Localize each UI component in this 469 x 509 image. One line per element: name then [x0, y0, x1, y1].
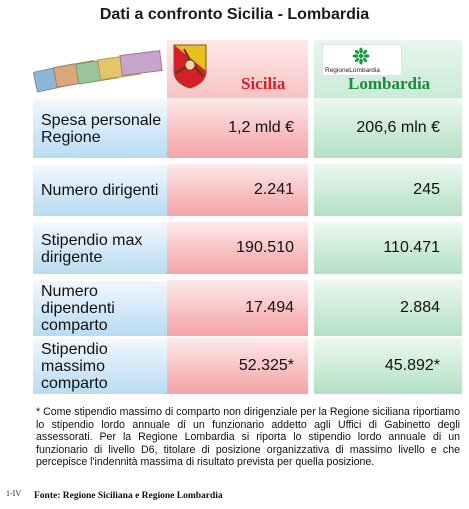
- page-title: Dati a confronto Sicilia - Lombardia: [99, 6, 370, 23]
- row-label: Stipendio massimo comparto: [33, 338, 167, 394]
- sicilia-value: 1,2 mld €: [167, 98, 308, 158]
- row-label: Numero dipendenti comparto: [33, 280, 167, 336]
- row-label: Numero dirigenti: [33, 164, 167, 216]
- lombardia-value: 206,6 mln €: [314, 98, 462, 158]
- lombardia-value: 245: [314, 164, 462, 216]
- sicilia-value: 17.494: [167, 280, 308, 336]
- lombardia-logo-text: RegioneLombardia: [325, 67, 380, 74]
- euro-banknotes-image: [33, 50, 163, 93]
- lombardia-column-label: Lombardia: [348, 74, 431, 93]
- footnote: * Come stipendio massimo di comparto non…: [36, 406, 460, 469]
- sicilia-column-label: Sicilia: [241, 74, 286, 93]
- sicilia-crest-icon: [173, 44, 207, 89]
- lombardia-rose-icon: [352, 47, 370, 65]
- header-sicilia: Sicilia: [167, 40, 308, 98]
- source-note: Fonte: Regione Siciliana e Regione Lomba…: [34, 491, 223, 501]
- page-number: 1-IV: [6, 489, 22, 498]
- row-label: Spesa personale Regione: [33, 98, 167, 158]
- sicilia-value: 52.325*: [167, 338, 308, 394]
- sicilia-value: 2.241: [167, 164, 308, 216]
- sicilia-value: 190.510: [167, 222, 308, 274]
- lombardia-value: 2.884: [314, 280, 462, 336]
- header-lombardia: RegioneLombardia Lombardia: [314, 40, 462, 98]
- lombardia-value: 110.471: [314, 222, 462, 274]
- row-label: Stipendio max dirigente: [33, 222, 167, 274]
- lombardia-logo: RegioneLombardia: [322, 44, 402, 76]
- lombardia-value: 45.892*: [314, 338, 462, 394]
